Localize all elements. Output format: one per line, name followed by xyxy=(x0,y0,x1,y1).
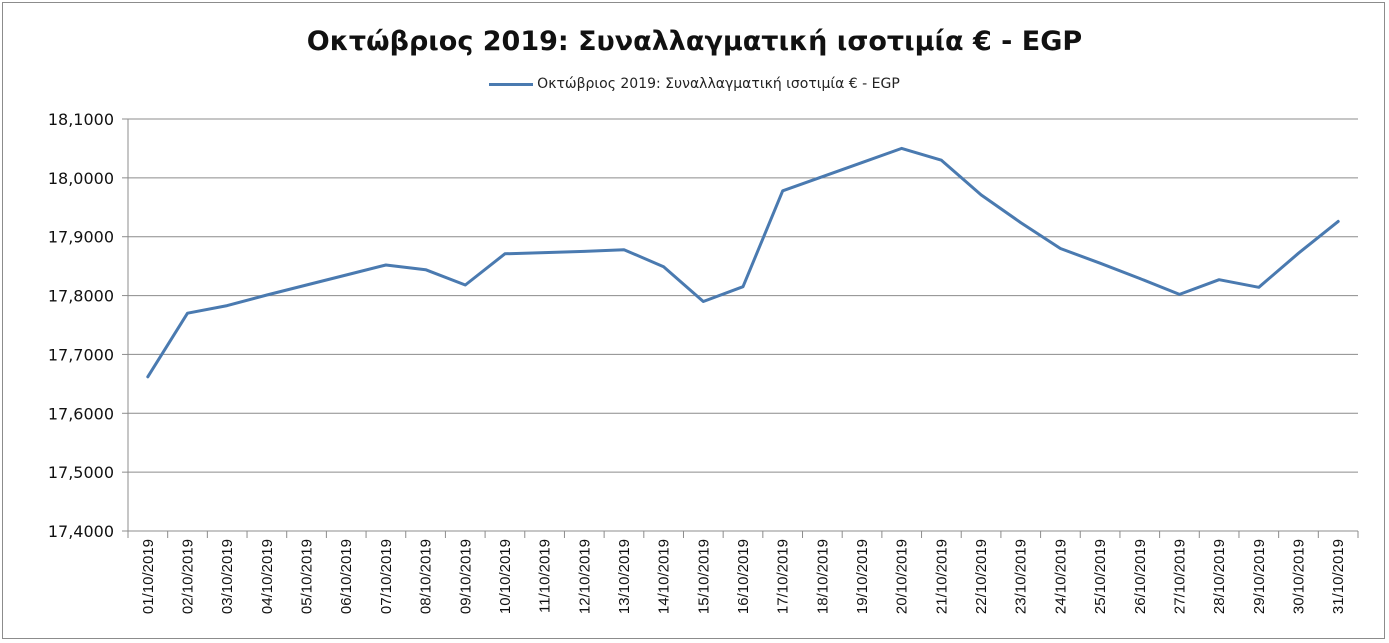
x-tick-label: 18/10/2019 xyxy=(814,539,831,614)
x-tick-label: 13/10/2019 xyxy=(616,539,633,614)
data-point xyxy=(1138,277,1141,280)
chart-legend: Οκτώβριος 2019: Συναλλαγματική ισοτιμία … xyxy=(0,74,1389,94)
legend-label: Οκτώβριος 2019: Συναλλαγματική ισοτιμία … xyxy=(537,76,900,92)
x-tick-label: 07/10/2019 xyxy=(378,539,395,614)
x-tick-label: 31/10/2019 xyxy=(1330,539,1347,614)
x-tick-label: 22/10/2019 xyxy=(973,539,990,614)
x-tick-label: 25/10/2019 xyxy=(1092,539,1109,614)
y-tick-label: 17,6000 xyxy=(48,404,114,423)
data-point xyxy=(1257,286,1261,289)
x-tick-label: 11/10/2019 xyxy=(537,539,554,613)
x-tick-label: 24/10/2019 xyxy=(1052,539,1069,614)
x-tick-label: 09/10/2019 xyxy=(457,539,474,614)
x-tick-label: 28/10/2019 xyxy=(1211,539,1228,614)
x-tick-label: 06/10/2019 xyxy=(338,539,355,614)
x-tick-label: 12/10/2019 xyxy=(576,539,593,614)
x-tick-label: 15/10/2019 xyxy=(695,539,712,614)
gridlines xyxy=(128,118,1358,532)
x-tick-label: 27/10/2019 xyxy=(1171,539,1188,614)
x-tick-label: 03/10/2019 xyxy=(219,539,236,614)
y-tick-label: 18,1000 xyxy=(48,110,114,129)
data-point xyxy=(940,159,943,162)
data-point xyxy=(305,283,308,287)
y-tick-labels: 17,4000 17,5000 17,6000 17,7000 17,8000 17,90… xyxy=(48,110,114,541)
data-point xyxy=(702,300,705,303)
y-tick-label: 17,8000 xyxy=(48,287,114,306)
data-point xyxy=(424,268,427,271)
data-point xyxy=(1217,278,1221,281)
x-tick-label: 05/10/2019 xyxy=(299,539,316,614)
x-tick-label: 19/10/2019 xyxy=(854,539,871,614)
x-tick-label: 10/10/2019 xyxy=(497,539,514,614)
y-tick-label: 18,0000 xyxy=(48,169,114,188)
chart-title: Οκτώβριος 2019: Συναλλαγματική ισοτιμία … xyxy=(306,26,1083,57)
x-tick-labels: 01/10/2019 02/10/2019 03/10/2019 04/10/2019… xyxy=(140,539,1347,614)
x-tick-label: 08/10/2019 xyxy=(418,539,435,614)
y-tick-label: 17,9000 xyxy=(48,228,114,247)
data-point xyxy=(225,304,229,307)
data-point xyxy=(900,147,903,150)
data-point xyxy=(662,265,665,268)
data-point xyxy=(1019,221,1022,224)
data-point xyxy=(503,252,507,255)
x-tick-label: 16/10/2019 xyxy=(735,539,752,614)
data-point xyxy=(384,263,388,267)
data-point xyxy=(186,312,189,315)
x-tick-label: 20/10/2019 xyxy=(894,539,911,614)
x-tick-label: 17/10/2019 xyxy=(775,539,792,614)
x-tick-label: 26/10/2019 xyxy=(1132,539,1149,614)
data-point xyxy=(1336,220,1340,223)
series-line xyxy=(146,146,1340,379)
data-point xyxy=(781,189,784,193)
y-tick-label: 17,5000 xyxy=(48,463,114,482)
series-group xyxy=(146,146,1340,379)
y-tick-label: 17,4000 xyxy=(48,522,114,541)
x-tick-label: 30/10/2019 xyxy=(1290,539,1307,614)
data-point xyxy=(741,285,745,288)
data-point xyxy=(345,273,348,277)
x-tick-label: 23/10/2019 xyxy=(1013,539,1030,614)
axes xyxy=(122,118,1359,538)
data-point xyxy=(821,175,824,178)
y-tick-label: 17,7000 xyxy=(48,345,114,364)
x-tick-label: 04/10/2019 xyxy=(259,539,276,614)
legend-line-swatch xyxy=(489,82,534,86)
x-tick-label: 21/10/2019 xyxy=(933,539,950,614)
data-point xyxy=(1178,293,1181,296)
data-point xyxy=(622,248,626,251)
x-tick-label: 02/10/2019 xyxy=(180,539,197,614)
x-tick-label: 01/10/2019 xyxy=(140,539,157,614)
data-point xyxy=(860,161,864,164)
data-point xyxy=(583,250,586,253)
data-point xyxy=(464,283,467,287)
data-point xyxy=(979,193,983,197)
data-point xyxy=(1059,247,1062,250)
data-point xyxy=(543,251,546,254)
data-point xyxy=(1297,251,1300,255)
data-point xyxy=(265,293,269,297)
data-point xyxy=(1098,262,1102,265)
x-tick-label: 29/10/2019 xyxy=(1251,539,1268,614)
x-tick-label: 14/10/2019 xyxy=(656,539,673,614)
data-point xyxy=(146,375,150,378)
